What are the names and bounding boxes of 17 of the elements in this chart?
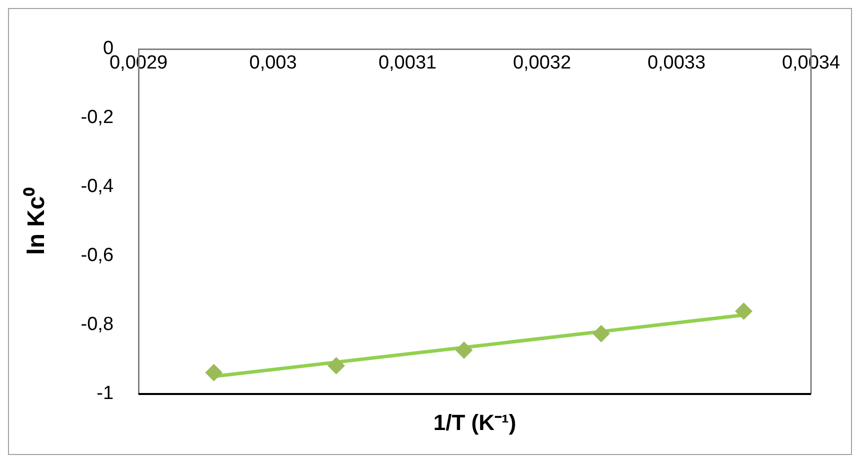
y-axis-title: ln Kc⁰ [23,187,50,255]
point [456,342,473,359]
x-tick-label: 0,0033 [647,52,706,74]
y-tick-label: -0,2 [80,107,114,128]
point [735,302,752,320]
y-tick-label: -1 [96,383,114,404]
point [205,364,222,382]
x-tick-label: 0,0034 [782,52,840,74]
point [592,325,610,342]
y-tick-label: -0,8 [80,314,114,336]
x-tick-label: 0,0031 [378,52,437,74]
y-tick-label: -0,4 [80,176,114,198]
x-tick-label: 0,0032 [512,52,572,74]
point [328,357,345,374]
x-tick-label: 0,003 [249,52,297,74]
x-axis-title: 1/T (K⁻¹) [433,410,516,436]
y-tick-label: -0,6 [80,245,114,266]
